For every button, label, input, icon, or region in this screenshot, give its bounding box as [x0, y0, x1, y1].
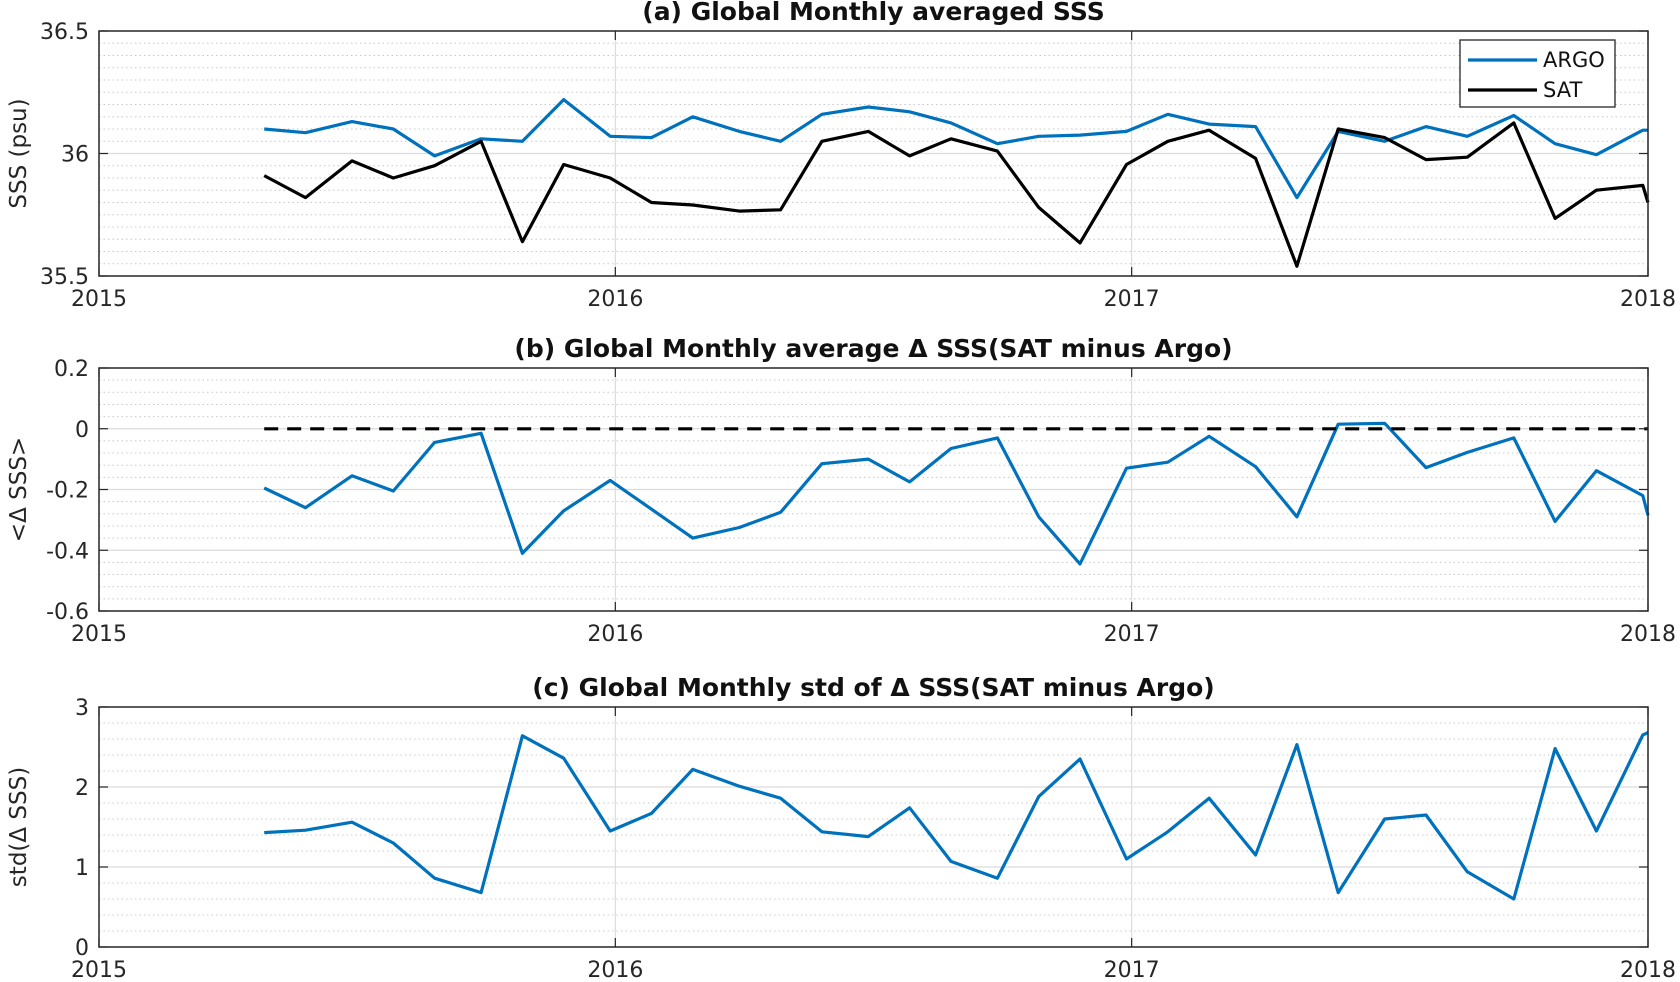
y-tick-label: 3: [75, 696, 89, 721]
chart-title: (b) Global Monthly average Δ SSS(SAT min…: [514, 334, 1232, 363]
series-line-sat: [263, 121, 1650, 268]
y-tick-label: -0.6: [46, 600, 89, 625]
panel-b: (b) Global Monthly average Δ SSS(SAT min…: [6, 334, 1676, 647]
x-tick-label: 2015: [71, 622, 127, 647]
y-tick-label: -0.4: [46, 539, 89, 564]
y-tick-label: -0.2: [46, 479, 89, 504]
x-tick-label: 2016: [587, 622, 643, 647]
series-line-argo: [264, 97, 1648, 200]
y-axis-label: std(Δ SSS): [6, 767, 32, 887]
y-tick-label: 1: [75, 856, 89, 881]
legend-box: [1459, 39, 1616, 108]
panel-a: (a) Global Monthly averaged SSS SSS (psu…: [6, 0, 1676, 312]
series-line: [263, 421, 1650, 566]
y-tick-label: 0.2: [54, 357, 89, 382]
legend: ARGO SAT: [1459, 39, 1616, 108]
plot-area: -0.6 -0.4 -0.2 0 0.2 2015 2016 2017 2018: [46, 357, 1676, 647]
panel-c: (c) Global Monthly std of Δ SSS(SAT minu…: [6, 673, 1676, 982]
x-tick-label: 2016: [587, 958, 643, 982]
x-tick-label: 2018: [1620, 958, 1676, 982]
y-tick-label: 36.5: [40, 20, 89, 45]
y-tick-label: 2: [75, 776, 89, 801]
y-tick-label: 35.5: [40, 265, 89, 290]
x-tick-label: 2015: [71, 958, 127, 982]
series-line: [264, 731, 1649, 901]
y-tick-label: 0: [75, 936, 89, 961]
plot-area: 35.5 36 36.5 2015 2016 2017 2018: [40, 20, 1676, 312]
chart-title: (c) Global Monthly std of Δ SSS(SAT minu…: [532, 673, 1214, 702]
plot-area: 0 1 2 3 2015 2016 2017 2018: [71, 696, 1676, 982]
y-tick-label: 36: [61, 143, 89, 168]
x-tick-label: 2018: [1620, 622, 1676, 647]
y-axis-label: SSS (psu): [6, 98, 32, 208]
chart-title: (a) Global Monthly averaged SSS: [642, 0, 1104, 26]
plot-background: [99, 707, 1648, 947]
x-tick-label: 2018: [1620, 287, 1676, 312]
axes-box: [98, 706, 1649, 948]
y-axis-label: <Δ SSS>: [6, 437, 32, 542]
legend-label-sat: SAT: [1543, 78, 1582, 102]
x-tick-label: 2016: [587, 287, 643, 312]
x-tick-label: 2017: [1104, 287, 1160, 312]
x-tick-label: 2017: [1104, 958, 1160, 982]
x-tick-label: 2015: [71, 287, 127, 312]
y-tick-label: 0: [75, 418, 89, 443]
legend-label-argo: ARGO: [1543, 48, 1605, 72]
x-tick-label: 2017: [1104, 622, 1160, 647]
